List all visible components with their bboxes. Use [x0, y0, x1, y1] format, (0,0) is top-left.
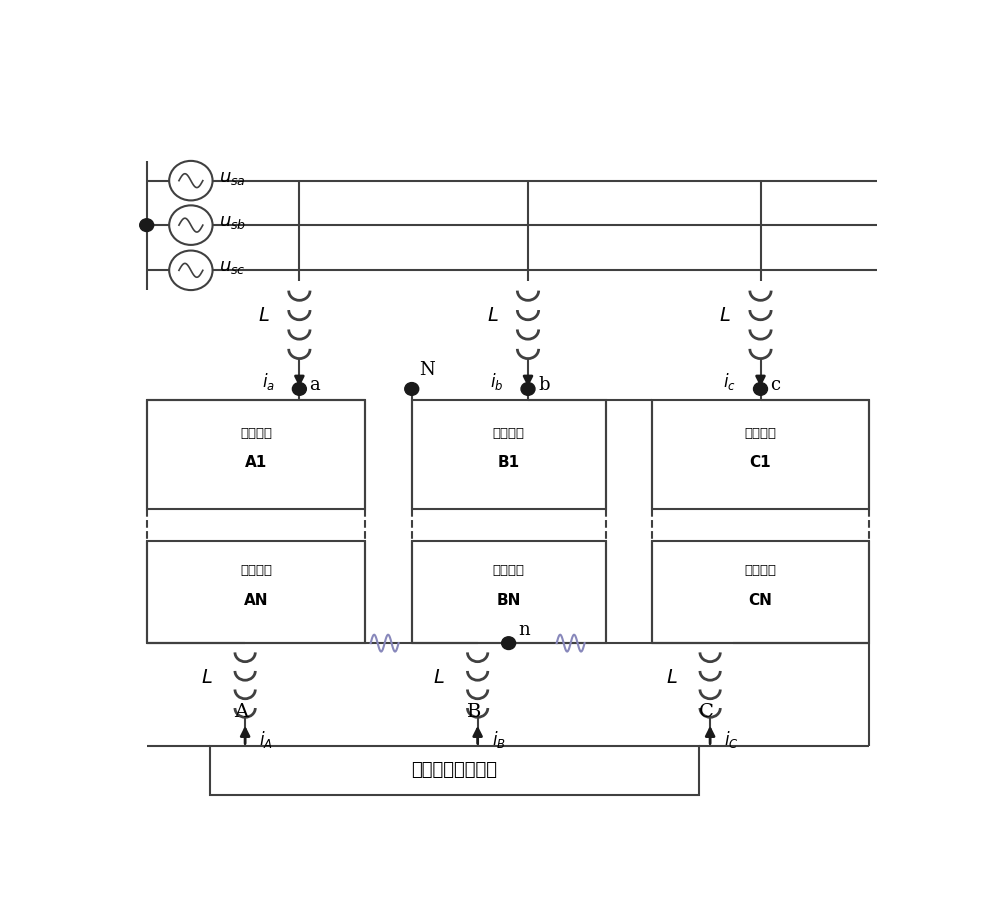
Text: $u_{sc}$: $u_{sc}$ [219, 259, 246, 277]
Text: $i_A$: $i_A$ [259, 729, 273, 750]
Circle shape [140, 219, 154, 231]
Text: c: c [771, 376, 781, 394]
Text: B1: B1 [498, 455, 520, 470]
Circle shape [502, 636, 516, 649]
Circle shape [405, 382, 419, 395]
Bar [210, 746, 698, 795]
Text: a: a [309, 376, 320, 394]
Bar [412, 400, 606, 509]
Text: b: b [538, 376, 550, 394]
Text: n: n [518, 621, 530, 639]
Text: C1: C1 [750, 455, 771, 470]
Bar [412, 541, 606, 643]
Text: 级联单元: 级联单元 [744, 564, 776, 578]
Text: BN: BN [496, 593, 521, 608]
Text: $i_b$: $i_b$ [490, 371, 503, 392]
Text: 级联单元: 级联单元 [493, 426, 525, 439]
Text: 负载或者下级电网: 负载或者下级电网 [411, 761, 497, 779]
Text: A1: A1 [245, 455, 267, 470]
Circle shape [292, 382, 306, 395]
Bar [652, 541, 869, 643]
Text: 级联单元: 级联单元 [240, 426, 272, 439]
Circle shape [754, 382, 767, 395]
Text: B: B [467, 702, 481, 721]
Text: CN: CN [749, 593, 772, 608]
Text: N: N [420, 361, 435, 379]
Text: C: C [699, 702, 714, 721]
Text: $i_a$: $i_a$ [262, 371, 275, 392]
Text: $i_c$: $i_c$ [723, 371, 736, 392]
Text: $L$: $L$ [433, 669, 445, 687]
Text: $i_C$: $i_C$ [724, 729, 739, 750]
Text: 级联单元: 级联单元 [240, 564, 272, 578]
Text: $i_B$: $i_B$ [492, 729, 505, 750]
Bar [147, 400, 365, 509]
Bar [147, 541, 365, 643]
Text: $u_{sb}$: $u_{sb}$ [219, 214, 246, 231]
Text: $L$: $L$ [258, 307, 270, 326]
Text: 级联单元: 级联单元 [744, 426, 776, 439]
Bar [652, 400, 869, 509]
Text: $u_{sa}$: $u_{sa}$ [219, 169, 246, 187]
Text: $L$: $L$ [666, 669, 678, 687]
Circle shape [521, 382, 535, 395]
Text: 级联单元: 级联单元 [493, 564, 525, 578]
Text: $L$: $L$ [487, 307, 499, 326]
Text: $L$: $L$ [719, 307, 731, 326]
Text: $L$: $L$ [201, 669, 213, 687]
Text: A: A [234, 702, 248, 721]
Text: AN: AN [244, 593, 268, 608]
